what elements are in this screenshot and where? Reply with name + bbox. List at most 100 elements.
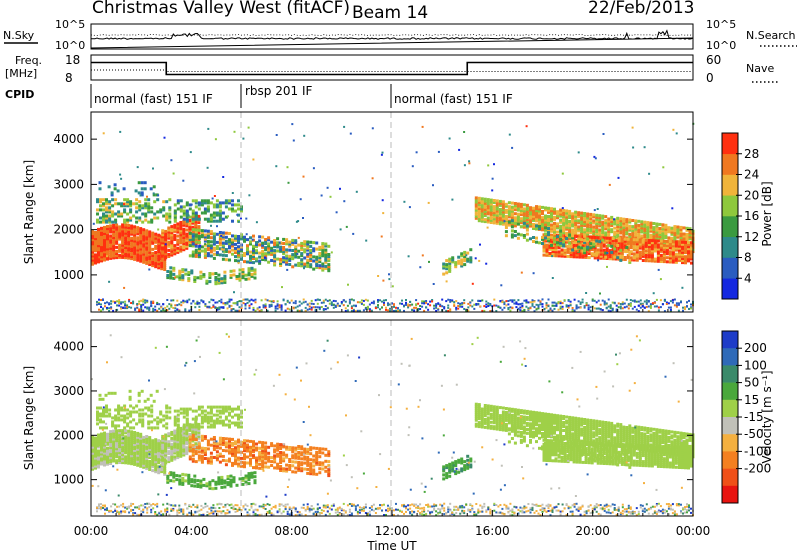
data-cell (577, 213, 581, 217)
data-cell (229, 273, 233, 277)
data-cell (129, 420, 133, 424)
data-cell (113, 391, 117, 395)
data-cell (671, 240, 675, 244)
data-cell (617, 253, 621, 257)
data-cell (556, 216, 559, 220)
data-cell (133, 460, 137, 464)
data-cell (209, 246, 213, 250)
data-cell (215, 253, 219, 257)
data-cell (690, 307, 692, 310)
data-cell (153, 426, 157, 430)
data-cell (371, 177, 374, 180)
data-cell (124, 451, 128, 455)
data-cell (228, 425, 231, 429)
data-cell (157, 457, 161, 461)
data-cell (147, 426, 151, 430)
data-cell (595, 213, 599, 217)
data-cell (182, 415, 186, 419)
data-cell (631, 233, 635, 237)
data-cell (326, 307, 329, 310)
data-cell (634, 233, 638, 237)
data-cell (529, 237, 532, 241)
data-cell (561, 302, 564, 305)
data-cell (203, 239, 207, 243)
data-cell (655, 228, 659, 232)
data-cell (632, 240, 636, 244)
data-cell (473, 307, 476, 310)
data-cell (136, 461, 140, 465)
data-cell (670, 232, 674, 236)
data-cell (246, 250, 249, 254)
data-cell (486, 212, 490, 216)
data-cell (610, 230, 614, 234)
data-cell (120, 406, 124, 410)
data-cell (282, 258, 286, 262)
data-cell (653, 305, 656, 308)
data-cell (510, 233, 514, 237)
data-cell (103, 234, 106, 237)
data-cell (234, 421, 237, 425)
data-cell (507, 300, 510, 302)
data-cell (597, 259, 600, 262)
data-cell (160, 309, 163, 312)
data-cell (200, 421, 204, 425)
data-cell (141, 206, 145, 210)
data-cell (212, 438, 216, 441)
data-cell (223, 280, 227, 284)
data-cell (315, 257, 319, 261)
data-cell (128, 298, 131, 301)
data-cell (652, 228, 656, 232)
data-cell (589, 225, 593, 229)
data-cell (668, 260, 672, 264)
data-cell (167, 230, 171, 234)
data-cell (228, 443, 231, 447)
data-cell (684, 261, 687, 265)
data-cell (279, 260, 283, 263)
data-cell (91, 256, 94, 260)
data-cell (474, 206, 478, 210)
data-cell (607, 298, 610, 301)
data-cell (647, 253, 651, 257)
data-cell (123, 218, 127, 222)
data-cell (682, 226, 686, 230)
data-cell (298, 304, 301, 307)
data-cell (640, 228, 644, 232)
data-cell (215, 219, 219, 223)
data-cell (127, 443, 131, 447)
data-cell (656, 251, 660, 255)
data-cell (96, 218, 99, 222)
data-cell (610, 244, 614, 248)
data-cell (220, 248, 223, 251)
data-cell (113, 183, 117, 187)
data-cell (661, 233, 665, 237)
data-cell (459, 302, 462, 305)
data-cell (176, 413, 180, 417)
data-cell (173, 225, 177, 229)
data-cell (221, 409, 225, 413)
data-cell (480, 205, 484, 209)
data-cell (522, 207, 526, 211)
data-cell (538, 225, 541, 228)
data-cell (519, 309, 522, 312)
data-cell (551, 255, 554, 258)
data-cell (589, 212, 593, 216)
data-cell (469, 260, 473, 264)
data-cell (144, 412, 148, 416)
data-cell (117, 406, 121, 410)
data-cell (647, 251, 651, 255)
data-cell (580, 238, 584, 242)
data-cell (167, 242, 171, 246)
data-cell (297, 220, 300, 223)
data-cell (285, 242, 289, 246)
data-cell (595, 215, 599, 219)
data-cell (640, 222, 644, 226)
data-cell (162, 309, 165, 312)
data-cell (237, 425, 240, 429)
data-cell (569, 304, 572, 307)
data-cell (105, 404, 108, 408)
data-cell (507, 213, 511, 217)
data-cell (249, 236, 252, 240)
data-cell (163, 268, 167, 271)
data-cell (544, 206, 547, 210)
